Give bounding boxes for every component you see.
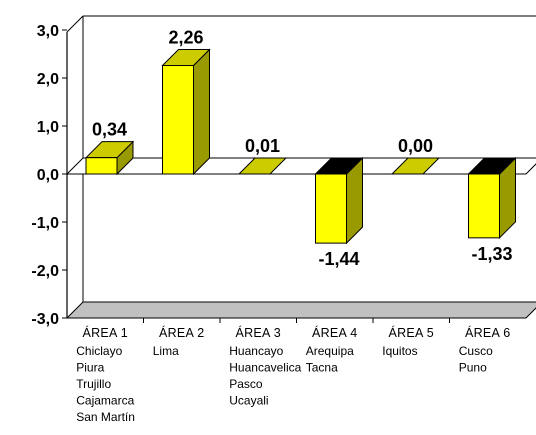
category-city-label: Arequipa	[306, 344, 354, 358]
bar-2	[161, 48, 211, 176]
bar-1	[84, 140, 135, 176]
category-city-label: Huancavelica	[229, 361, 301, 375]
bar-front-face	[162, 65, 194, 175]
category-city-label: Iquitos	[382, 344, 417, 358]
y-tick-label: -2,0	[31, 263, 59, 280]
data-label: 0,34	[92, 120, 127, 140]
y-tick-label: 2,0	[37, 71, 59, 88]
category-city-label: San Martín	[76, 410, 135, 424]
category-city-label: Piura	[76, 361, 104, 375]
x-tick-label: ÁREA 5	[388, 325, 434, 340]
category-city-label: Huancayo	[229, 344, 283, 358]
x-tick-label: ÁREA 2	[159, 325, 205, 340]
bar-4	[314, 156, 364, 245]
bar-side-face	[193, 48, 210, 176]
bar-top-face	[237, 157, 288, 175]
y-tick-label: -1,0	[31, 215, 59, 232]
y-tick-label: 1,0	[37, 119, 59, 136]
y-tick-label: 0,0	[37, 167, 59, 184]
category-city-label: Chiclayo	[76, 344, 122, 358]
category-city-label: Puno	[459, 361, 487, 375]
x-tick-label: ÁREA 4	[312, 325, 358, 340]
x-tick-label: ÁREA 1	[82, 325, 128, 340]
bar-5	[390, 157, 441, 175]
bar-top-face	[390, 157, 441, 175]
data-label: -1,44	[318, 249, 359, 269]
bar-6	[467, 156, 517, 240]
category-city-label: Trujillo	[76, 377, 111, 391]
category-city-label: Lima	[153, 344, 179, 358]
y-tick-label: -3,0	[31, 311, 59, 328]
x-tick-label: ÁREA 6	[465, 325, 511, 340]
bar-front-face	[468, 173, 500, 239]
bar-3	[237, 157, 288, 175]
data-label: 2,26	[168, 28, 203, 48]
zero-plane	[65, 157, 536, 175]
back-wall-top-line	[66, 15, 84, 33]
bar-front-face	[315, 173, 347, 244]
floor-plane	[65, 301, 536, 319]
data-label: 0,00	[398, 136, 433, 156]
category-city-label: Pasco	[229, 377, 263, 391]
y-tick-label: 3,0	[37, 23, 59, 40]
category-city-label: Tacna	[306, 361, 338, 375]
category-city-label: Ucayali	[229, 394, 268, 408]
category-city-label: Cusco	[459, 344, 493, 358]
data-label: 0,01	[245, 136, 280, 156]
data-label: -1,33	[471, 244, 512, 264]
category-city-label: Cajamarca	[76, 394, 134, 408]
bar-front-face	[85, 157, 118, 175]
x-tick-label: ÁREA 3	[235, 325, 281, 340]
